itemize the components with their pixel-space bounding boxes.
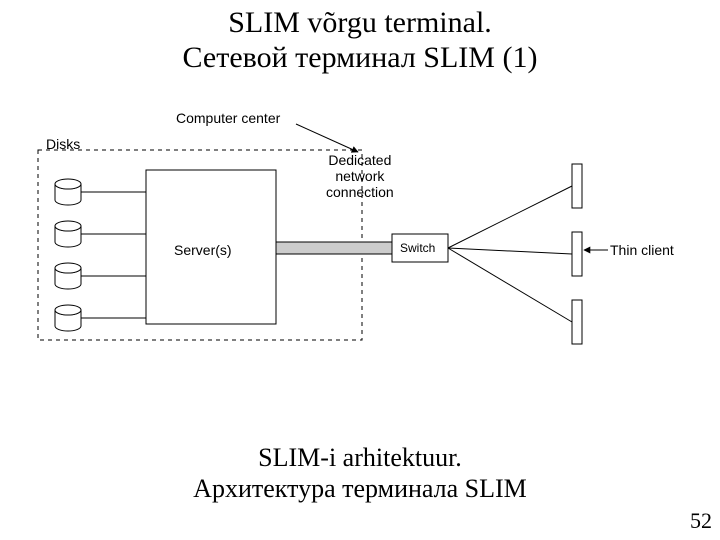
servers-label: Server(s) — [174, 242, 232, 258]
disks-label: Disks — [46, 136, 80, 152]
caption-line-1: SLIM-i arhitektuur. — [0, 442, 720, 473]
thin-client-label: Thin client — [610, 242, 674, 258]
page-number: 52 — [690, 508, 712, 534]
slide-title: SLIM võrgu terminal. Сетевой терминал SL… — [0, 0, 720, 75]
computer-center-label: Computer center — [176, 110, 280, 126]
diagram-svg — [36, 110, 676, 370]
slide-caption: SLIM-i arhitektuur. Архитектура терминал… — [0, 442, 720, 504]
title-line-2: Сетевой терминал SLIM (1) — [0, 41, 720, 76]
dedicated-connection-label: Dedicated network connection — [326, 152, 394, 200]
architecture-diagram: Disks Server(s) Computer center Dedicate… — [36, 110, 676, 370]
title-line-1: SLIM võrgu terminal. — [0, 6, 720, 41]
switch-label: Switch — [400, 242, 435, 256]
caption-line-2: Архитектура терминала SLIM — [0, 473, 720, 504]
